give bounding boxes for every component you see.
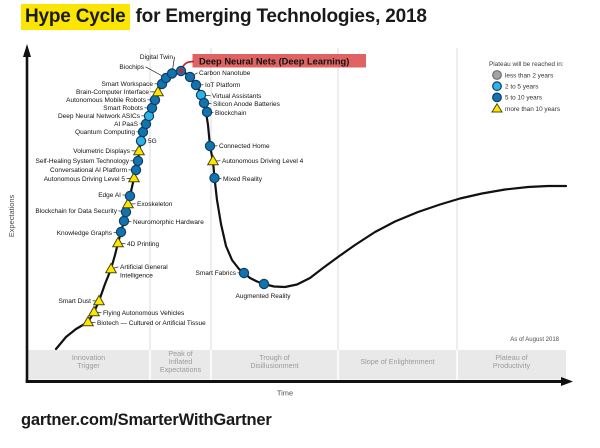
- tech-label-deep-neural-nets-deep-learning: Deep Neural Nets (Deep Learning): [199, 57, 349, 67]
- tech-label-iot-platform: IoT Platform: [205, 82, 240, 89]
- tech-label-silicon-anode-batteries: Silicon Anode Batteries: [213, 101, 281, 108]
- tech-marker-autonomous-driving-level-4: [206, 154, 220, 166]
- tech-marker-smart-dust: [92, 294, 106, 306]
- tech-marker-carbon-nanotube: [184, 71, 196, 83]
- tech-marker-mixed-reality: [209, 172, 220, 184]
- tech-label-neuromorphic-hardware: Neuromorphic Hardware: [133, 219, 204, 226]
- tech-marker-artificial-general-intelligence: [104, 262, 118, 274]
- tech-marker-blockchain: [201, 106, 213, 118]
- legend-marker-lt2: [492, 70, 502, 80]
- tech-label-biochips: Biochips: [119, 64, 144, 71]
- tech-marker-augmented-reality: [258, 278, 270, 290]
- tech-label-flying-autonomous-vehicles: Flying Autonomous Vehicles: [103, 310, 185, 317]
- tech-marker-self-healing-system-technology: [132, 155, 144, 167]
- tech-label-biotech-cultured-or-artificial-tissue: Biotech — Cultured or Artificial Tissue: [97, 320, 206, 327]
- phase-label-plateau-of-productivity: Plateau of Productivity: [493, 353, 531, 370]
- x-axis-arrow: [561, 377, 573, 386]
- phase-label-innovation-trigger: Innovation Trigger: [72, 353, 105, 370]
- tech-label-edge-ai: Edge AI: [98, 192, 121, 199]
- tech-marker-edge-ai: [124, 190, 136, 202]
- tech-label-smart-robots: Smart Robots: [103, 105, 143, 112]
- tech-label-smart-fabrics: Smart Fabrics: [196, 270, 237, 277]
- y-axis-arrow: [23, 44, 31, 57]
- tech-label-connected-home: Connected Home: [219, 143, 270, 150]
- tech-label-carbon-nanotube: Carbon Nanotube: [199, 70, 251, 77]
- tech-label-volumetric-displays: Volumetric Displays: [73, 148, 130, 155]
- legend-label-less-than-2-years: less than 2 years: [505, 72, 553, 79]
- tech-label-autonomous-driving-level-4: Autonomous Driving Level 4: [222, 158, 304, 165]
- highlight-leader-line: [181, 60, 195, 68]
- tech-label-blockchain-for-data-security: Blockchain for Data Security: [35, 208, 117, 215]
- expectations-axis-label: Expectations: [7, 195, 16, 238]
- tech-marker-brain-computer-interface: [151, 85, 165, 97]
- tech-marker-blockchain-for-data-security: [120, 206, 132, 218]
- tech-label-ai-paas: AI PaaS: [114, 121, 139, 128]
- tech-label-virtual-assistants: Virtual Assistants: [212, 93, 262, 100]
- tech-marker-iot-platform: [190, 79, 202, 91]
- tech-marker-volumetric-displays: [132, 144, 146, 156]
- phase-label-peak-of-inflated-expectations: Peak of Inflated Expectations: [160, 349, 202, 374]
- tech-label-autonomous-mobile-robots: Autonomous Mobile Robots: [66, 97, 147, 104]
- tech-label-knowledge-graphs: Knowledge Graphs: [57, 230, 113, 237]
- legend-marker-5to10: [492, 92, 502, 103]
- title-highlight-text: Hype Cycle: [21, 4, 131, 30]
- tech-label-autonomous-driving-level-5: Autonomous Driving Level 5: [44, 176, 126, 183]
- tech-label-augmented-reality: Augmented Reality: [236, 293, 292, 300]
- tech-marker-knowledge-graphs: [115, 226, 127, 238]
- tech-marker-biotech-cultured-or-artificial-tissue: [81, 315, 95, 327]
- tech-marker-neuromorphic-hardware: [118, 215, 130, 227]
- legend-label-more-than-10-years: more than 10 years: [505, 106, 560, 113]
- tech-marker-flying-autonomous-vehicles: [87, 305, 101, 317]
- tech-marker-autonomous-mobile-robots: [149, 94, 161, 106]
- as-of-date: As of August 2018: [510, 337, 559, 343]
- tech-label-brain-computer-interface: Brain-Computer Interface: [76, 89, 149, 96]
- tech-label-artificial-general-intelligence: Artificial General Intelligence: [120, 264, 168, 280]
- tech-label-self-healing-system-technology: Self-Healing System Technology: [36, 158, 130, 165]
- highlight-callout-box: [192, 54, 366, 68]
- legend-marker-2to5: [492, 81, 502, 92]
- time-axis-label: Time: [277, 389, 293, 398]
- tech-marker-digital-twin: [166, 68, 178, 79]
- tech-label-exoskeleton: Exoskeleton: [137, 201, 173, 208]
- footer-url: gartner.com/SmarterWithGartner: [21, 411, 272, 429]
- tech-label-5g: 5G: [148, 138, 157, 145]
- tech-marker-highlight-dot-deep-neural-nets-deep-learning: [178, 68, 184, 74]
- phase-label-slope-of-enlightenment: Slope of Enlightenment: [360, 357, 434, 366]
- tech-marker-5g: [135, 135, 147, 147]
- legend-label-5-to-10-years: 5 to 10 years: [505, 95, 542, 102]
- tech-marker-smart-fabrics: [238, 267, 250, 279]
- tech-marker-silicon-anode-batteries: [198, 97, 210, 109]
- page-title: Hype Cycle for Emerging Technologies, 20…: [21, 4, 427, 30]
- tech-marker-exoskeleton: [121, 197, 135, 209]
- tech-label-digital-twin: Digital Twin: [140, 54, 174, 61]
- tech-marker-autonomous-driving-level-5: [127, 171, 141, 183]
- tech-label-mixed-reality: Mixed Reality: [223, 176, 263, 183]
- tech-marker-4d-printing: [111, 236, 125, 248]
- legend-title: Plateau will be reached in:: [489, 61, 564, 68]
- legend-label-2-to-5-years: 2 to 5 years: [505, 84, 538, 91]
- title-rest-text: for Emerging Technologies, 2018: [130, 6, 427, 27]
- phase-label-trough-of-disillusionment: Trough of Disillusionment: [250, 353, 298, 370]
- tech-label-smart-dust: Smart Dust: [58, 298, 91, 305]
- tech-label-conversational-ai-platform: Conversational AI Platform: [50, 167, 127, 174]
- tech-label-blockchain: Blockchain: [215, 110, 247, 117]
- phase-band: [27, 350, 566, 380]
- tech-label-quantum-computing: Quantum Computing: [75, 129, 135, 136]
- tech-label-deep-neural-network-asics: Deep Neural Network ASICs: [58, 113, 141, 120]
- legend-marker-gt10: [491, 102, 503, 113]
- tech-label-smart-workspace: Smart Workspace: [101, 81, 153, 88]
- tech-label-4d-printing: 4D Printing: [127, 241, 160, 248]
- tech-marker-conversational-ai-platform: [130, 164, 142, 176]
- tech-marker-connected-home: [204, 140, 216, 152]
